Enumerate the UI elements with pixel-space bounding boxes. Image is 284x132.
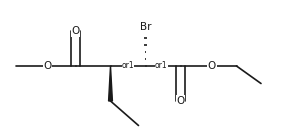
Polygon shape xyxy=(108,66,112,101)
Text: O: O xyxy=(43,61,52,71)
Text: or1: or1 xyxy=(122,61,134,70)
Text: or1: or1 xyxy=(155,61,168,70)
Text: O: O xyxy=(176,96,185,106)
Text: O: O xyxy=(71,26,80,36)
Text: Br: Br xyxy=(140,22,151,32)
Text: O: O xyxy=(208,61,216,71)
